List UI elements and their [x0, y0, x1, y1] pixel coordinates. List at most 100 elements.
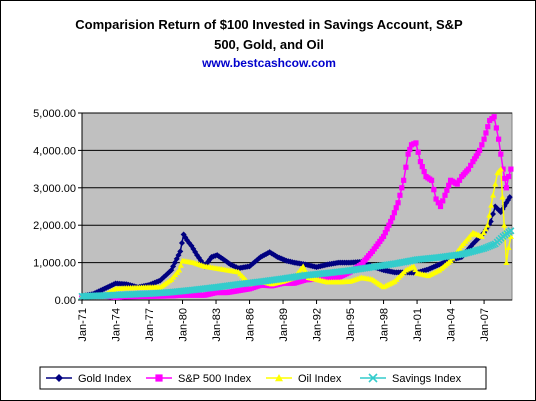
data-point: [415, 149, 421, 155]
data-point: [480, 229, 487, 236]
series-gold-index: [79, 194, 513, 300]
x-tick-label: Jan-92: [312, 308, 324, 342]
legend-marker: [155, 374, 163, 382]
y-tick-label: 1,000.00: [33, 258, 76, 270]
y-tick-label: 5,000.00: [33, 108, 76, 120]
data-point: [395, 200, 401, 206]
data-point: [468, 162, 474, 168]
data-point: [440, 198, 446, 204]
data-point: [470, 159, 476, 165]
legend-marker: [368, 373, 378, 383]
data-point: [503, 259, 510, 265]
legend-item: S&P 500 Index: [146, 373, 252, 385]
x-tick-label: Jan-80: [178, 308, 190, 342]
data-point: [488, 202, 495, 208]
x-tick-label: Jan-74: [111, 308, 123, 342]
data-point: [503, 185, 510, 191]
legend-marker: [55, 374, 63, 382]
data-point: [384, 226, 390, 232]
data-point: [479, 142, 485, 148]
data-point: [407, 146, 413, 153]
data-point: [465, 166, 472, 172]
chart-title-line-2: 500, Gold, and Oil: [214, 37, 324, 52]
data-point: [176, 267, 183, 273]
data-point: [446, 182, 452, 188]
x-tick-label: Jan-89: [278, 308, 290, 342]
legend-label: Savings Index: [392, 373, 462, 385]
data-point: [501, 222, 508, 228]
data-point: [405, 151, 411, 157]
data-point: [433, 196, 439, 202]
x-tick-label: Jan-01: [412, 308, 424, 342]
data-point: [473, 153, 479, 159]
data-point: [456, 177, 463, 183]
data-point: [475, 150, 481, 156]
legend-label: Gold Index: [78, 373, 132, 385]
data-point: [388, 218, 394, 225]
x-tick-label: Jan-98: [379, 308, 391, 342]
data-point: [507, 233, 514, 239]
data-point: [300, 263, 307, 269]
data-point: [499, 194, 506, 200]
data-point: [177, 248, 184, 255]
data-point: [484, 222, 491, 228]
data-point: [177, 262, 184, 268]
data-point: [454, 181, 460, 187]
data-point: [393, 205, 399, 211]
y-tick-label: 0.00: [55, 295, 76, 307]
data-point: [380, 233, 387, 240]
data-point: [421, 168, 427, 175]
data-point: [442, 192, 448, 198]
data-point: [173, 255, 180, 262]
data-point: [485, 124, 491, 130]
data-point: [492, 181, 499, 187]
legend-item: Gold Index: [46, 373, 132, 385]
data-point: [391, 210, 397, 216]
y-tick-label: 3,000.00: [33, 183, 76, 195]
data-point: [478, 233, 485, 239]
data-point: [506, 173, 512, 180]
legend-label: Oil Index: [298, 373, 342, 385]
data-point: [413, 140, 419, 146]
data-point: [419, 164, 425, 170]
x-tick-label: Jan-83: [211, 308, 223, 342]
x-tick-label: Jan-07: [479, 308, 491, 342]
data-point: [490, 210, 497, 217]
data-point: [498, 151, 504, 157]
data-point: [482, 225, 489, 232]
data-point: [444, 187, 450, 193]
legend-item: Oil Index: [266, 373, 342, 385]
data-point: [506, 194, 513, 201]
data-point: [386, 222, 392, 228]
legend-item: Savings Index: [360, 373, 462, 385]
chart-subtitle: www.bestcashcow.com: [202, 56, 336, 70]
data-point: [417, 159, 424, 165]
data-point: [399, 185, 405, 191]
data-point: [490, 192, 497, 198]
data-point: [389, 215, 396, 221]
data-point: [403, 164, 409, 170]
data-point: [471, 156, 478, 162]
data-point: [178, 239, 185, 246]
data-point: [491, 114, 497, 120]
chart-title-line-1: Comparision Return of $100 Invested in S…: [75, 17, 463, 32]
data-point: [477, 147, 483, 153]
legend-box: [39, 366, 487, 390]
y-tick-label: 2,000.00: [33, 220, 76, 232]
legend-marker: [275, 374, 283, 382]
data-point: [502, 175, 508, 182]
series-savings-index: [78, 227, 515, 300]
x-tick-label: Jan-77: [144, 308, 156, 342]
data-point: [483, 130, 489, 136]
data-point: [493, 125, 499, 131]
data-point: [495, 136, 502, 142]
legend-label: S&P 500 Index: [178, 373, 252, 385]
data-point: [431, 187, 437, 193]
data-point: [401, 177, 407, 183]
data-point: [397, 192, 403, 198]
x-tick-label: Jan-95: [345, 308, 357, 342]
data-point: [505, 244, 512, 251]
data-point: [486, 212, 493, 218]
data-point: [508, 166, 514, 172]
